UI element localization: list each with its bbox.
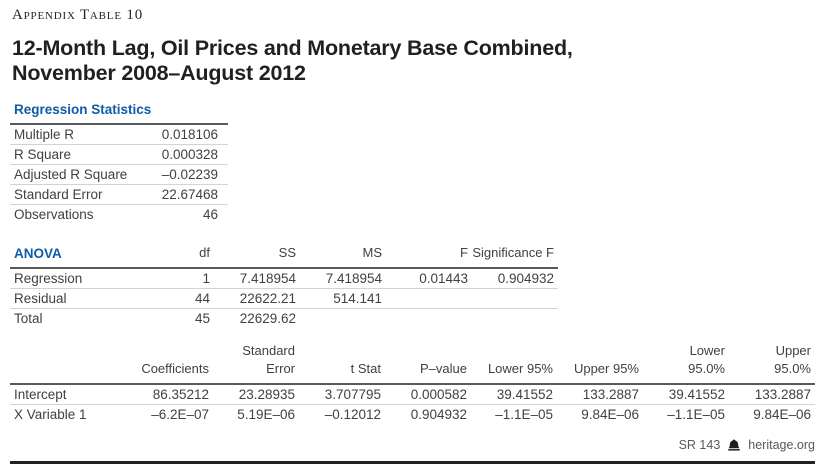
column-header-lower-95-0: Lower 95.0% <box>643 342 729 386</box>
stat-value: 46 <box>202 206 218 222</box>
table-row: Total 45 22629.62 <box>10 309 558 329</box>
cell-value: 23.28935 <box>213 384 299 406</box>
cell-value: –1.1E–05 <box>667 407 725 423</box>
stat-value: 0.018106 <box>150 123 228 145</box>
cell-value: 0.904932 <box>410 407 467 423</box>
cell-value: 9.84E–06 <box>581 407 639 423</box>
page-title-line-2: November 2008–August 2012 <box>12 61 306 86</box>
row-label: X Variable 1 <box>14 407 87 423</box>
cell-value: 0.01443 <box>386 268 472 290</box>
cell-value: 9.84E–06 <box>753 407 811 423</box>
regression-statistics-table: Regression Statistics Multiple R 0.01810… <box>10 101 228 224</box>
cell-value: 3.707795 <box>299 384 385 406</box>
table-row: Adjusted R Square –0.02239 <box>10 164 228 185</box>
table-row: R Square 0.000328 <box>10 144 228 165</box>
cell-value: –1.1E–05 <box>495 407 553 423</box>
cell-value: 86.35212 <box>127 384 213 406</box>
table-eyebrow: Appendix Table 10 <box>12 7 143 23</box>
coefficients-header-row: Coefficients Standard Error t Stat P–val… <box>10 342 815 386</box>
cell-value: 133.2887 <box>729 384 815 406</box>
coefficients-table: Coefficients Standard Error t Stat P–val… <box>10 342 815 424</box>
anova-table: ANOVA df SS MS F Significance F Regressi… <box>10 243 558 329</box>
cell-value <box>472 288 558 310</box>
report-id: SR 143 <box>678 438 721 453</box>
page-title-line-1: 12-Month Lag, Oil Prices and Monetary Ba… <box>12 36 573 60</box>
table-row: Standard Error 22.67468 <box>10 184 228 205</box>
row-label: Total <box>14 311 43 327</box>
regression-statistics-heading: Regression Statistics <box>10 101 228 125</box>
cell-value <box>472 309 558 329</box>
cell-value: 44 <box>128 288 214 310</box>
column-header-blank <box>10 342 127 386</box>
cell-value: 45 <box>194 311 210 327</box>
cell-value: 7.418954 <box>214 268 300 290</box>
column-header-df: df <box>128 243 214 270</box>
column-header-upper-95: Upper 95% <box>557 342 643 386</box>
column-header-f: F <box>386 243 472 270</box>
cell-value <box>300 309 386 329</box>
column-header-coefficients: Coefficients <box>127 342 213 386</box>
bottom-rule <box>10 461 815 465</box>
heritage-bell-icon <box>727 438 741 452</box>
stat-value: 22.67468 <box>150 184 228 205</box>
stat-label: Adjusted R Square <box>10 164 150 185</box>
cell-value: 1 <box>128 268 214 290</box>
cell-value: –6.2E–07 <box>151 407 209 423</box>
heritage-site-label: heritage.org <box>748 438 815 453</box>
page-footer: SR 143 heritage.org <box>10 438 815 452</box>
cell-value: 39.41552 <box>471 384 557 406</box>
cell-value: –0.12012 <box>324 407 381 423</box>
anova-header-row: ANOVA df SS MS F Significance F <box>10 243 558 270</box>
stat-label: Multiple R <box>10 123 150 145</box>
cell-value: 133.2887 <box>557 384 643 406</box>
column-header-p-value: P–value <box>385 342 471 386</box>
page-title: 12-Month Lag, Oil Prices and Monetary Ba… <box>12 36 815 87</box>
table-row: Residual 44 22622.21 514.141 <box>10 288 558 310</box>
table-row: Multiple R 0.018106 <box>10 123 228 145</box>
row-label: Intercept <box>10 384 127 406</box>
cell-value: 514.141 <box>300 288 386 310</box>
column-header-ss: SS <box>214 243 300 270</box>
cell-value: 0.000582 <box>385 384 471 406</box>
cell-value: 7.418954 <box>300 268 386 290</box>
column-header-ms: MS <box>300 243 386 270</box>
row-label: Regression <box>10 268 128 290</box>
column-header-significance-f: Significance F <box>472 243 558 270</box>
anova-heading: ANOVA <box>10 243 128 270</box>
row-label: Residual <box>10 288 128 310</box>
cell-value <box>386 288 472 310</box>
column-header-standard-error: Standard Error <box>213 342 299 386</box>
cell-value <box>386 309 472 329</box>
stat-label: Standard Error <box>10 184 150 205</box>
regression-statistics-header-row: Regression Statistics <box>10 101 228 125</box>
stat-label: Observations <box>14 206 94 222</box>
table-row: Regression 1 7.418954 7.418954 0.01443 0… <box>10 268 558 290</box>
cell-value: 0.904932 <box>472 268 558 290</box>
column-header-upper-95-0: Upper 95.0% <box>729 342 815 386</box>
cell-value: 5.19E–06 <box>237 407 295 423</box>
cell-value: 22622.21 <box>214 288 300 310</box>
cell-value: 39.41552 <box>643 384 729 406</box>
stat-value: 0.000328 <box>150 144 228 165</box>
stat-label: R Square <box>10 144 150 165</box>
cell-value: 22629.62 <box>239 311 296 327</box>
table-row: Intercept 86.35212 23.28935 3.707795 0.0… <box>10 384 815 406</box>
table-row: X Variable 1 –6.2E–07 5.19E–06 –0.12012 … <box>10 405 815 425</box>
table-row: Observations 46 <box>10 204 228 224</box>
column-header-t-stat: t Stat <box>299 342 385 386</box>
column-header-lower-95: Lower 95% <box>471 342 557 386</box>
stat-value: –0.02239 <box>150 164 228 185</box>
